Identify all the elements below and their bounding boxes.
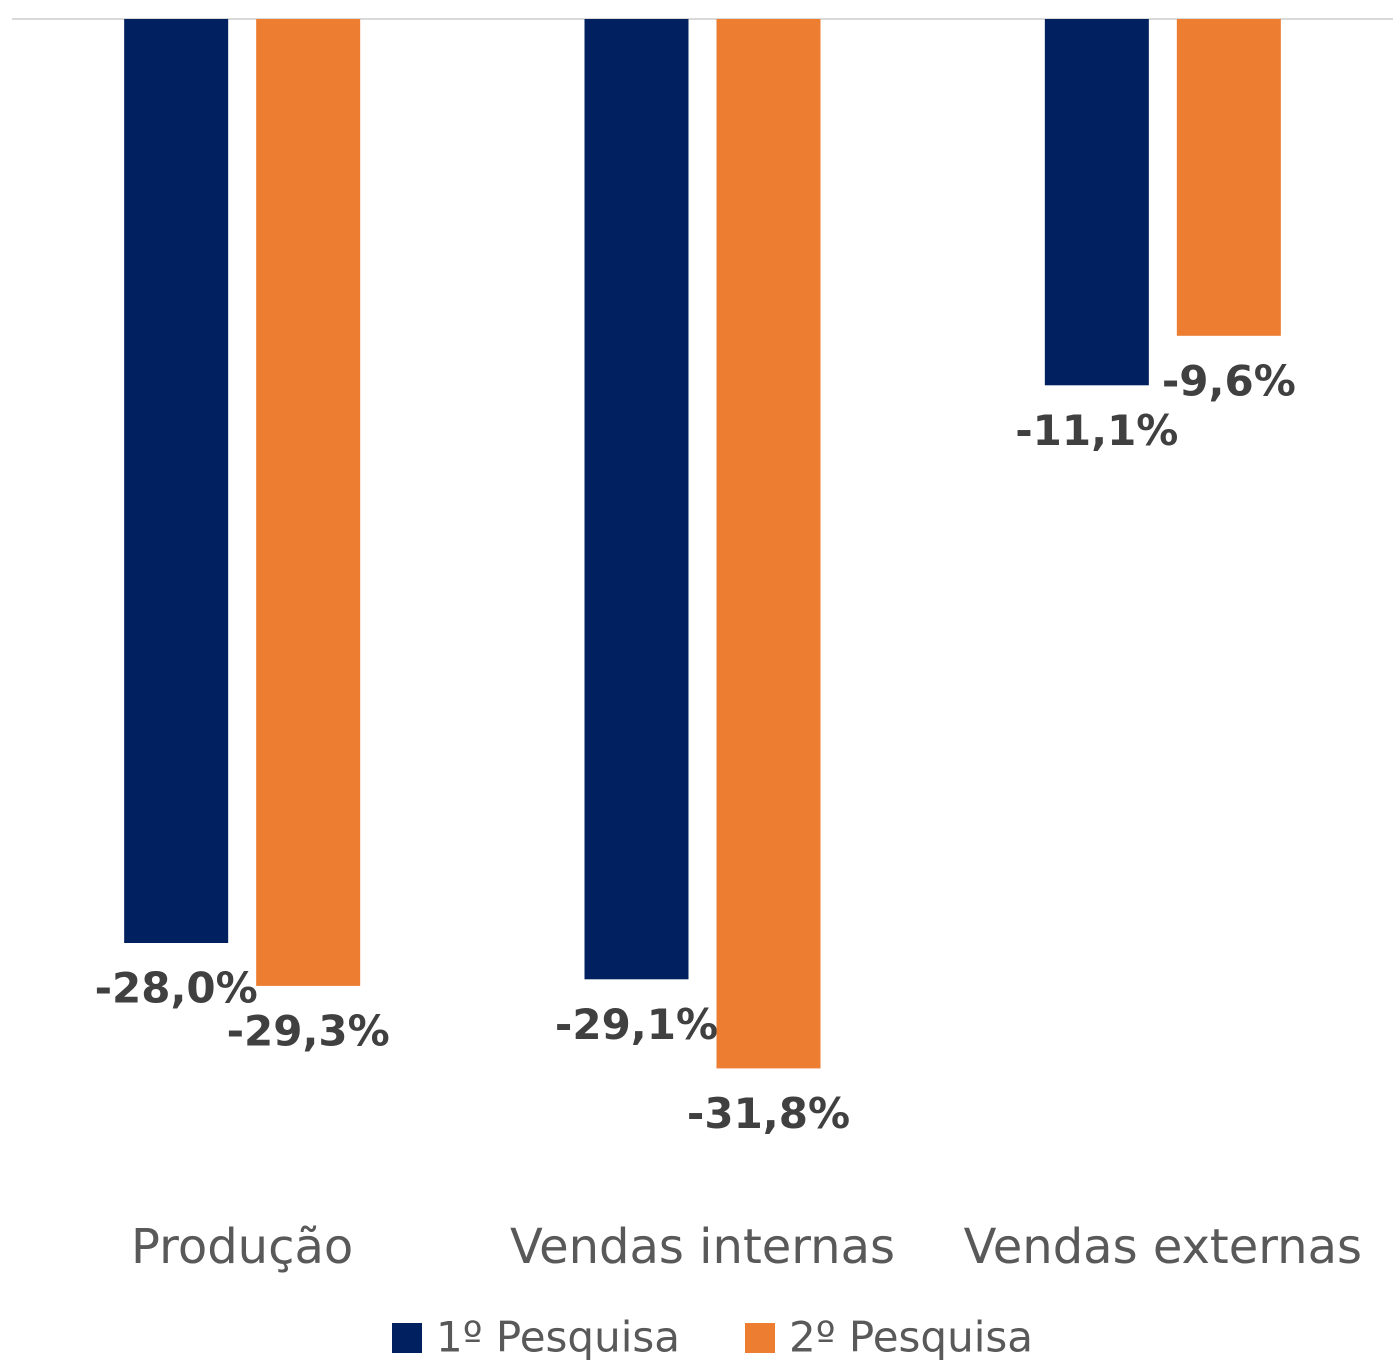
legend-label: 1º Pesquisa bbox=[436, 1313, 680, 1362]
legend-swatch bbox=[745, 1323, 775, 1353]
bar bbox=[124, 19, 229, 943]
data-label: -29,3% bbox=[227, 1006, 390, 1055]
data-label: -31,8% bbox=[687, 1089, 850, 1138]
x-tick-label: Produção bbox=[131, 1219, 353, 1275]
legend-label: 2º Pesquisa bbox=[789, 1313, 1033, 1362]
legend-swatch bbox=[392, 1323, 422, 1353]
data-label: -28,0% bbox=[95, 964, 258, 1013]
data-label: -29,1% bbox=[555, 1000, 718, 1049]
bar bbox=[716, 19, 821, 1069]
data-label: -9,6% bbox=[1162, 356, 1296, 405]
bar bbox=[1044, 19, 1149, 386]
bar bbox=[584, 19, 689, 980]
x-tick-label: Vendas internas bbox=[510, 1219, 895, 1275]
bar bbox=[256, 19, 361, 986]
bar bbox=[1176, 19, 1281, 336]
x-tick-label: Vendas externas bbox=[964, 1219, 1362, 1275]
data-label: -11,1% bbox=[1015, 406, 1178, 455]
